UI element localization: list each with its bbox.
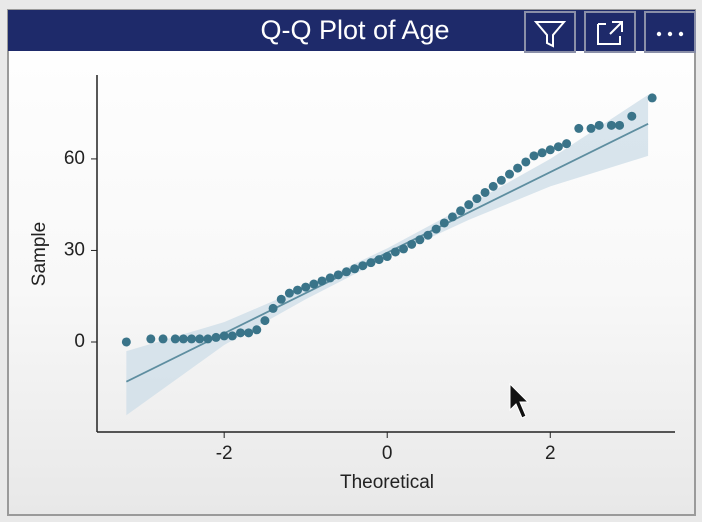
- point: [121, 337, 131, 347]
- title-bar: [8, 10, 695, 51]
- point: [178, 334, 188, 344]
- point: [358, 261, 368, 271]
- point: [553, 142, 563, 152]
- point: [529, 151, 539, 161]
- point: [615, 120, 625, 130]
- point: [219, 331, 229, 341]
- point: [146, 334, 156, 344]
- point: [456, 206, 466, 216]
- point: [276, 294, 286, 304]
- point: [284, 288, 294, 298]
- point: [439, 218, 449, 228]
- point: [244, 328, 254, 338]
- point: [293, 285, 303, 295]
- point: [488, 181, 498, 191]
- filter-icon[interactable]: [524, 11, 576, 53]
- point: [423, 230, 433, 240]
- point: [594, 120, 604, 130]
- point: [325, 273, 335, 283]
- point: [382, 252, 392, 262]
- point: [562, 139, 572, 149]
- x-tick-label: 0: [382, 443, 393, 464]
- x-tick-label: -2: [216, 443, 233, 464]
- point: [350, 264, 360, 274]
- x-tick-label: 2: [545, 443, 556, 464]
- point: [211, 332, 221, 342]
- point: [252, 325, 262, 335]
- point: [606, 120, 616, 130]
- point: [187, 334, 197, 344]
- point: [260, 316, 270, 326]
- point: [333, 270, 343, 280]
- point: [447, 212, 457, 222]
- point: [203, 334, 213, 344]
- point: [545, 145, 555, 155]
- point: [415, 235, 425, 245]
- point: [513, 163, 523, 173]
- cursor: [509, 382, 530, 419]
- point: [574, 123, 584, 133]
- point: [235, 328, 245, 338]
- point: [341, 267, 351, 277]
- point: [480, 187, 490, 197]
- point: [158, 334, 168, 344]
- point: [301, 282, 311, 292]
- point: [505, 169, 515, 179]
- point: [390, 247, 400, 257]
- y-tick-label: 60: [64, 148, 85, 169]
- point: [170, 334, 180, 344]
- point: [431, 224, 441, 234]
- point: [464, 200, 474, 210]
- point: [366, 258, 376, 268]
- point: [537, 148, 547, 158]
- x-axis-label: Theoretical: [340, 472, 434, 493]
- title: Q-Q Plot of Age: [260, 15, 449, 45]
- point: [627, 111, 637, 121]
- point: [399, 244, 409, 254]
- y-tick-label: 30: [64, 239, 85, 260]
- y-tick-label: 0: [74, 331, 85, 352]
- point: [496, 175, 506, 185]
- point: [374, 255, 384, 265]
- point: [195, 334, 205, 344]
- point: [647, 93, 657, 103]
- y-axis-label: Sample: [29, 222, 50, 286]
- point: [521, 157, 531, 167]
- point: [268, 303, 278, 313]
- point: [227, 331, 237, 341]
- panel: [7, 9, 696, 516]
- point: [317, 276, 327, 286]
- more-icon[interactable]: [644, 11, 696, 53]
- point: [586, 123, 596, 133]
- point: [472, 194, 482, 204]
- focus-icon[interactable]: [584, 11, 636, 53]
- point: [407, 239, 417, 249]
- point: [309, 279, 319, 289]
